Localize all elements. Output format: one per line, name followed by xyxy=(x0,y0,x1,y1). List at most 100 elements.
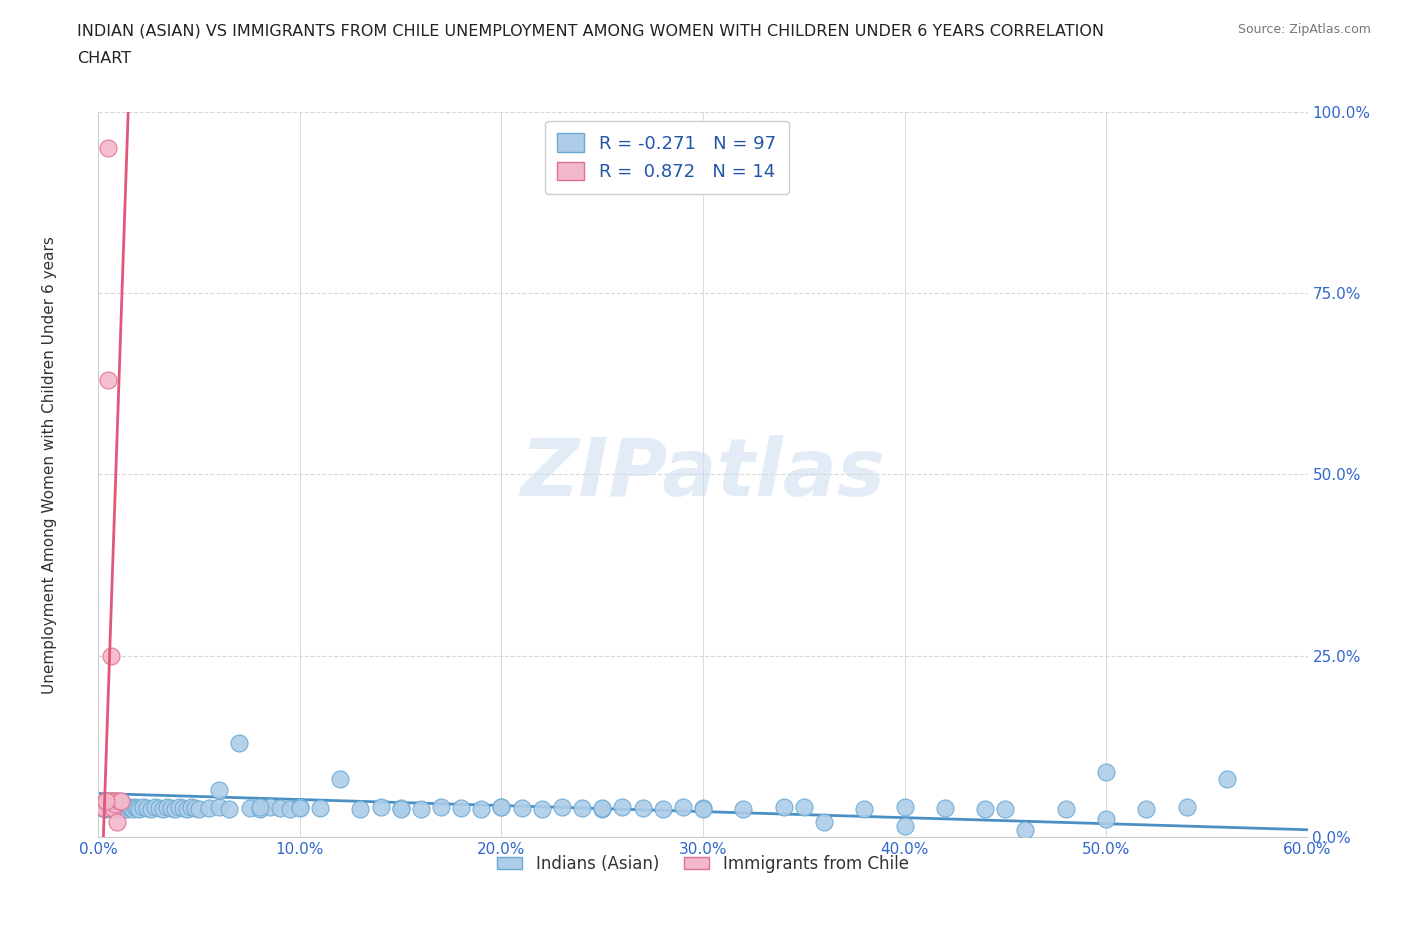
Point xyxy=(692,802,714,817)
Point xyxy=(184,801,207,816)
Point xyxy=(934,801,956,816)
Text: Unemployment Among Women with Children Under 6 years: Unemployment Among Women with Children U… xyxy=(42,236,56,694)
Point xyxy=(100,648,122,663)
Point xyxy=(450,801,472,816)
Point xyxy=(309,801,332,816)
Point xyxy=(672,799,695,814)
Point xyxy=(91,801,114,816)
Point xyxy=(329,772,352,787)
Point xyxy=(1175,799,1198,814)
Point xyxy=(97,799,120,814)
Point xyxy=(103,797,125,812)
Point xyxy=(349,802,371,817)
Point xyxy=(110,801,132,816)
Point xyxy=(93,801,115,816)
Point xyxy=(733,802,755,817)
Point xyxy=(893,799,915,814)
Point xyxy=(389,801,412,816)
Point xyxy=(100,802,122,817)
Point xyxy=(97,373,120,388)
Point xyxy=(156,799,179,814)
Point xyxy=(491,799,513,814)
Point xyxy=(772,799,794,814)
Point xyxy=(101,801,124,816)
Point xyxy=(132,799,155,814)
Point xyxy=(100,793,122,808)
Point xyxy=(96,797,118,812)
Point xyxy=(218,802,240,817)
Point xyxy=(1095,764,1118,779)
Point xyxy=(591,802,613,817)
Point xyxy=(813,815,835,830)
Point xyxy=(269,801,291,816)
Point xyxy=(115,802,138,817)
Point xyxy=(135,801,157,816)
Text: Source: ZipAtlas.com: Source: ZipAtlas.com xyxy=(1237,23,1371,36)
Point xyxy=(163,802,186,817)
Point xyxy=(118,799,141,814)
Point xyxy=(103,793,125,808)
Point xyxy=(430,799,453,814)
Point xyxy=(409,802,432,817)
Point xyxy=(180,799,202,814)
Point xyxy=(121,802,143,817)
Point xyxy=(208,799,231,814)
Point xyxy=(208,782,231,797)
Point xyxy=(551,799,574,814)
Point xyxy=(692,801,714,816)
Point xyxy=(96,793,118,808)
Point xyxy=(249,799,271,814)
Point xyxy=(167,799,190,814)
Text: ZIPatlas: ZIPatlas xyxy=(520,435,886,513)
Point xyxy=(101,793,124,808)
Point xyxy=(1014,822,1036,837)
Point xyxy=(160,801,183,816)
Point xyxy=(853,802,876,817)
Point xyxy=(612,799,634,814)
Point xyxy=(259,799,281,814)
Point xyxy=(103,802,125,817)
Point xyxy=(228,736,250,751)
Point xyxy=(128,802,150,817)
Point xyxy=(974,802,997,817)
Point xyxy=(591,801,613,816)
Point xyxy=(110,799,132,814)
Point xyxy=(96,793,118,808)
Point xyxy=(111,802,134,817)
Point xyxy=(124,799,146,814)
Point xyxy=(994,802,1017,817)
Point xyxy=(631,801,654,816)
Point xyxy=(120,801,142,816)
Text: CHART: CHART xyxy=(77,51,131,66)
Point xyxy=(101,799,124,814)
Point xyxy=(172,801,194,816)
Point xyxy=(389,802,412,817)
Point xyxy=(530,802,553,817)
Point xyxy=(198,801,221,816)
Point xyxy=(470,802,492,817)
Point xyxy=(278,802,301,817)
Point xyxy=(93,799,115,814)
Text: INDIAN (ASIAN) VS IMMIGRANTS FROM CHILE UNEMPLOYMENT AMONG WOMEN WITH CHILDREN U: INDIAN (ASIAN) VS IMMIGRANTS FROM CHILE … xyxy=(77,23,1104,38)
Point xyxy=(1135,802,1157,817)
Point xyxy=(370,799,392,814)
Point xyxy=(793,799,815,814)
Point xyxy=(105,815,128,830)
Point xyxy=(893,818,915,833)
Point xyxy=(1216,772,1239,787)
Point xyxy=(97,801,120,816)
Point xyxy=(176,802,198,817)
Point xyxy=(288,799,311,814)
Point xyxy=(105,799,128,814)
Point xyxy=(1095,811,1118,827)
Point xyxy=(239,801,262,816)
Point xyxy=(114,801,136,816)
Legend: Indians (Asian), Immigrants from Chile: Indians (Asian), Immigrants from Chile xyxy=(491,848,915,880)
Point xyxy=(148,801,170,816)
Point xyxy=(152,802,174,817)
Point xyxy=(143,799,166,814)
Point xyxy=(288,801,311,816)
Point xyxy=(100,798,122,813)
Point xyxy=(1054,802,1077,817)
Point xyxy=(96,802,118,817)
